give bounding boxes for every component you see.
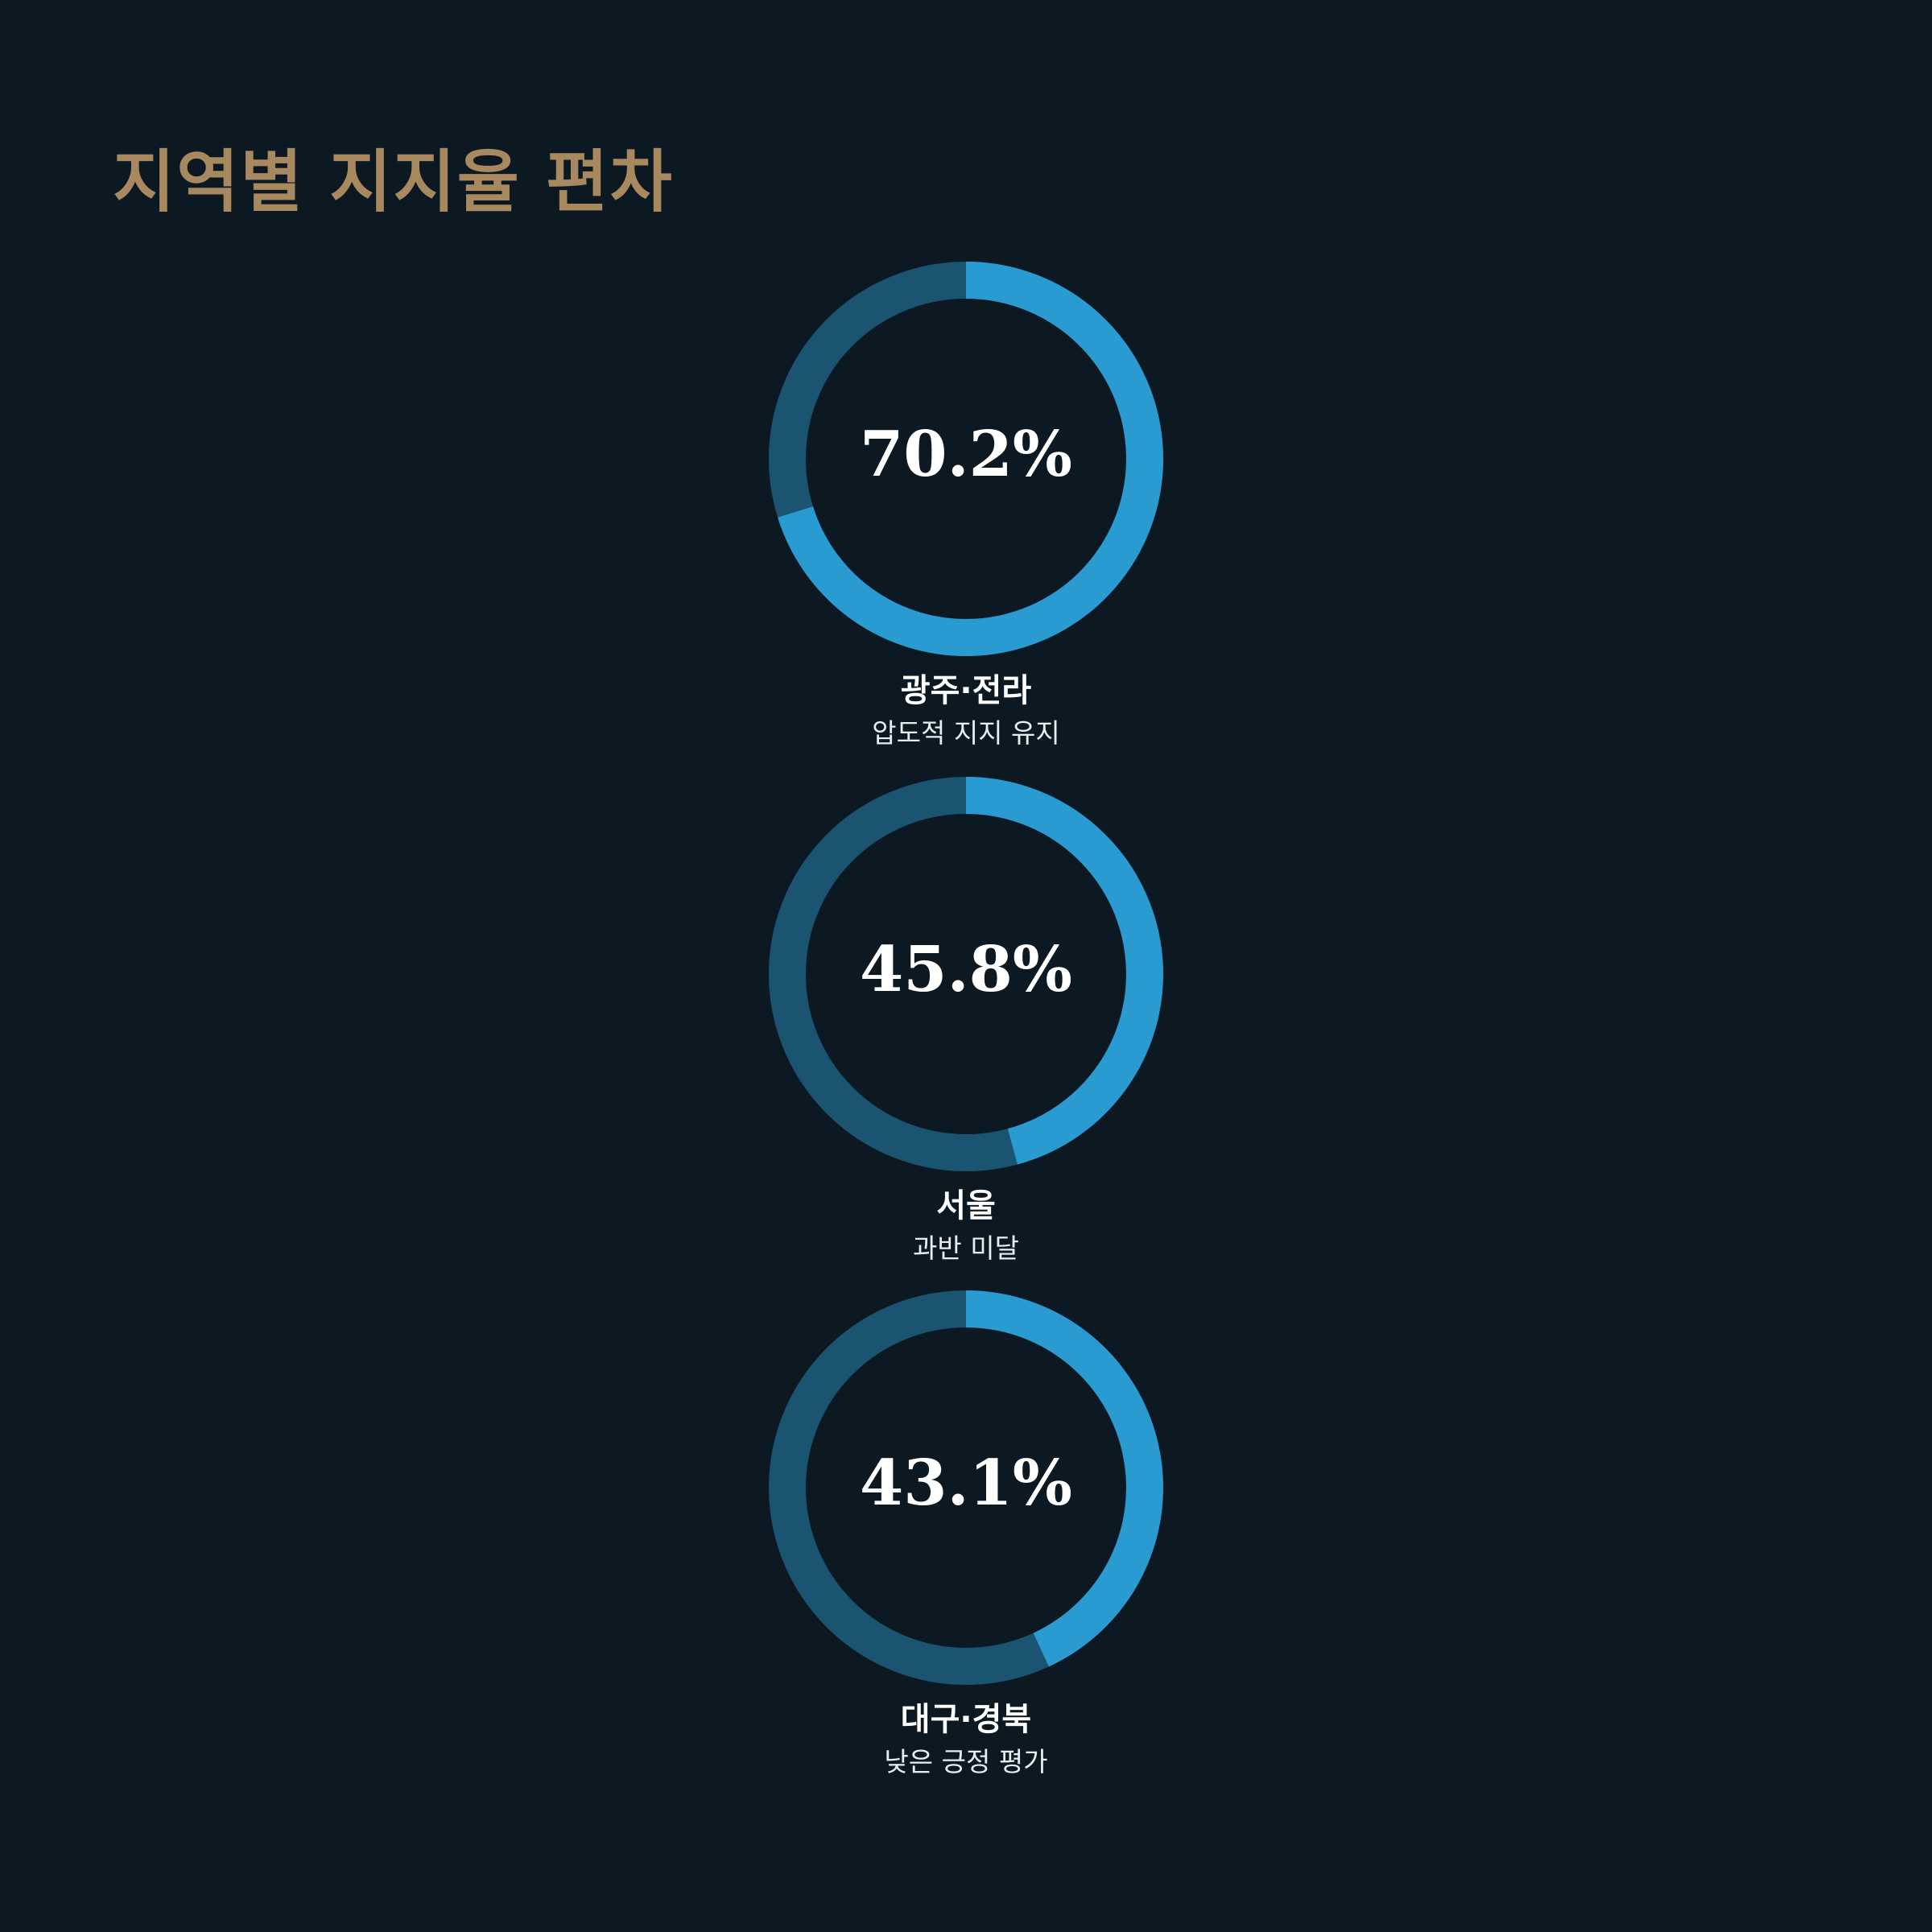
donut-arc-daegu-gyeongbuk — [965, 1290, 1163, 1667]
ring-value-label: 45.8% — [859, 933, 1073, 1006]
ring-region-note: 과반 미달 — [913, 1232, 1019, 1264]
ring-card-gwangju-jeolla: 70.2% 광주·전라 압도적 지지 유지 — [765, 258, 1167, 757]
ring-region-name: 대구·경북 — [900, 1701, 1032, 1738]
ring-region-name: 서울 — [936, 1187, 996, 1224]
donut-chart-seoul — [769, 777, 1163, 1171]
donut-arc-seoul — [965, 777, 1163, 1165]
ring-value-label: 70.2% — [859, 418, 1073, 491]
ring-region-note: 압도적 지지 유지 — [872, 717, 1060, 749]
donut-chart-daegu-gyeongbuk — [769, 1290, 1163, 1685]
ring-card-seoul: 45.8% 서울 과반 미달 — [765, 773, 1167, 1272]
donut-arc-gwangju-jeolla — [778, 262, 1163, 656]
page-title: 지역별 지지율 편차 — [113, 142, 674, 221]
ring-value-label: 43.1% — [859, 1447, 1073, 1520]
ring-region-name: 광주·전라 — [900, 672, 1032, 709]
ring-region-note: 낮은 긍정 평가 — [884, 1746, 1048, 1777]
donut-chart-gwangju-jeolla — [769, 262, 1163, 656]
ring-card-daegu-gyeongbuk: 43.1% 대구·경북 낮은 긍정 평가 — [765, 1286, 1167, 1785]
